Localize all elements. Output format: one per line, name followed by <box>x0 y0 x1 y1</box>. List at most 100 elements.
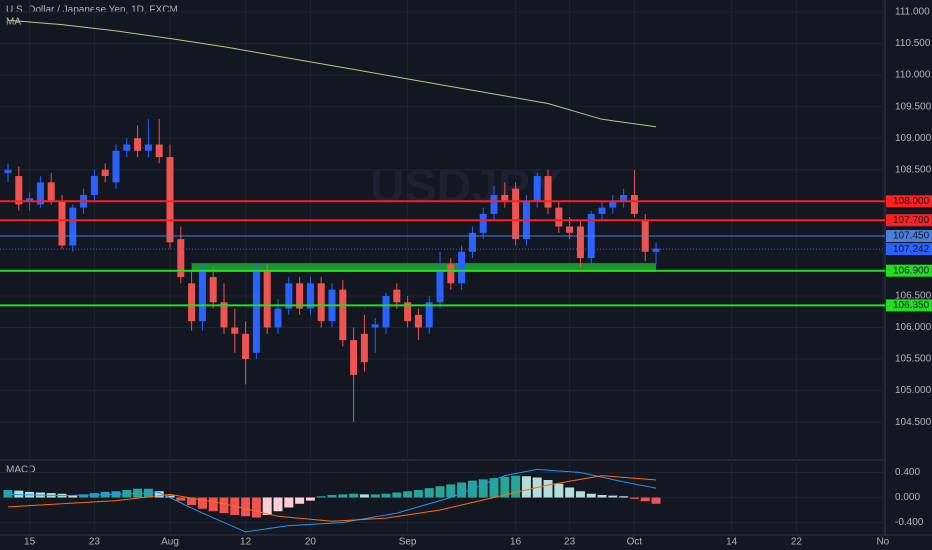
macd-bar <box>295 497 305 504</box>
candle-body <box>566 226 574 233</box>
macd-bar <box>629 497 639 499</box>
x-tick-label: 14 <box>726 537 738 548</box>
macd-bar <box>154 491 164 498</box>
candle-body <box>317 283 325 322</box>
candle-body <box>69 207 77 246</box>
level-badge <box>886 299 932 312</box>
macd-line <box>7 475 657 522</box>
macd-bar <box>413 490 423 498</box>
candle-body <box>15 176 23 205</box>
x-tick-label: Aug <box>161 537 179 548</box>
y-tick-label: 105.500 <box>895 354 932 365</box>
candle-body <box>630 194 638 214</box>
y-tick-label: 110.500 <box>895 38 931 49</box>
candle-body <box>263 270 271 328</box>
macd-bar <box>208 497 218 512</box>
x-tick-label: 22 <box>791 537 803 548</box>
level-badge <box>886 229 932 242</box>
macd-line <box>7 468 657 533</box>
macd-bar <box>424 488 434 498</box>
macd-bar <box>3 490 13 498</box>
candle-body <box>26 198 34 202</box>
candle-body <box>285 283 293 309</box>
macd-bar <box>176 497 186 501</box>
macd-bar <box>478 479 488 498</box>
level-badge <box>886 264 932 277</box>
candle-body <box>576 226 584 259</box>
candle-body <box>4 169 12 173</box>
level-badge <box>886 214 932 227</box>
y-tick-label: 104.500 <box>895 417 932 428</box>
x-tick-label: Oct <box>627 537 643 548</box>
x-tick-label: Sep <box>399 537 417 548</box>
macd-bar <box>370 494 380 498</box>
candle-body <box>414 314 422 328</box>
candle-body <box>533 176 541 202</box>
macd-bar <box>403 491 413 498</box>
x-tick-label: 23 <box>89 537 101 548</box>
macd-bar <box>241 497 251 517</box>
macd-bar <box>489 478 499 498</box>
level-label: 106.900 <box>893 265 930 276</box>
candle-body <box>458 251 466 284</box>
watermark: USDJPY <box>370 161 562 214</box>
candle-body <box>512 188 520 240</box>
candle-body <box>47 182 55 202</box>
candle-body <box>544 176 552 208</box>
y-tick-label: 109.500 <box>895 101 932 112</box>
candle-body <box>134 138 142 151</box>
candle-body <box>468 232 476 252</box>
macd-bar <box>651 497 661 504</box>
candle-body <box>242 333 250 360</box>
macd-bar <box>262 497 272 515</box>
candle-body <box>144 144 152 151</box>
candle-body <box>188 283 196 322</box>
macd-bar <box>359 494 369 498</box>
candle-body <box>598 207 606 214</box>
candle-body <box>155 144 163 158</box>
candle-body <box>209 277 217 303</box>
candle-body <box>447 264 455 284</box>
macd-bar <box>619 496 629 498</box>
macd-title: MACD <box>6 465 35 476</box>
macd-bar <box>435 486 445 498</box>
zone <box>191 263 657 272</box>
candle-body <box>620 194 628 202</box>
macd-bar <box>381 493 391 498</box>
y-tick-label: 0.400 <box>895 467 920 478</box>
candle-body <box>360 333 368 363</box>
y-tick-label: 106.000 <box>895 322 932 333</box>
y-tick-label: 105.000 <box>895 385 932 396</box>
level-label: 107.242 <box>893 244 930 255</box>
macd-bar <box>327 495 337 498</box>
macd-bar <box>338 494 348 498</box>
candle-body <box>252 270 260 353</box>
candle-body <box>436 270 444 303</box>
macd-bar <box>554 483 564 498</box>
candle-body <box>490 194 498 214</box>
macd-bar <box>305 497 315 501</box>
candle-body <box>198 270 206 322</box>
macd-bar <box>14 490 24 498</box>
level-label: 107.450 <box>893 231 930 242</box>
candle-body <box>296 283 304 309</box>
macd-bar <box>273 497 283 512</box>
x-tick-label: 20 <box>305 537 317 548</box>
candle-body <box>166 157 174 243</box>
candle-body <box>382 295 390 328</box>
candle-body <box>652 248 660 252</box>
macd-bar <box>68 495 78 498</box>
macd-bar <box>392 492 402 498</box>
macd-bar <box>349 493 359 498</box>
level-badge <box>886 243 932 256</box>
candle-body <box>404 302 412 322</box>
y-tick-label: 108.500 <box>895 164 932 175</box>
candle-body <box>555 207 563 227</box>
macd-bar <box>446 484 456 498</box>
level-label: 107.700 <box>893 215 930 226</box>
candle-body <box>112 150 120 183</box>
macd-bar <box>219 497 229 514</box>
macd-bar <box>251 497 261 518</box>
